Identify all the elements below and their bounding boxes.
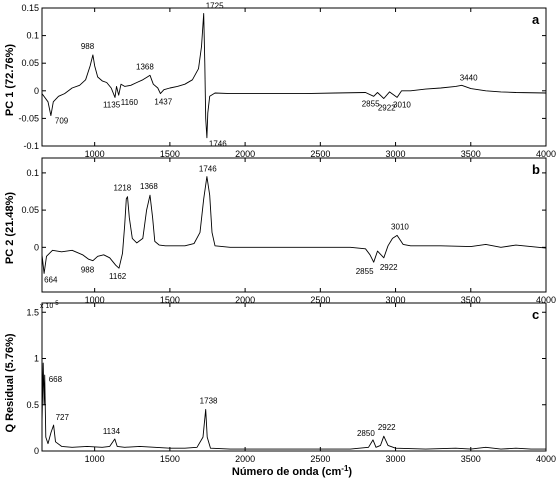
x-tick-label: 2000: [235, 149, 255, 159]
plot-frame-b: [41, 157, 547, 293]
peak-label-1134: 1134: [103, 427, 121, 436]
panel-c: 1000 1500 2000 2500 3000 3500 4000 0 0.5 1 1.5 668 7…: [26, 302, 556, 464]
y-exponent-power: -5: [53, 301, 59, 307]
y-tick-label: 0.1: [26, 168, 39, 178]
peak-label-2922: 2922: [378, 104, 396, 113]
panel-b: 1000 1500 2000 2500 3000 3500 4000 0 0.05 0.1 664 9…: [21, 157, 556, 305]
peak-label-1738: 1738: [200, 396, 218, 405]
peak-label-1368: 1368: [136, 62, 154, 71]
y-tick-label: -0.1: [23, 141, 39, 151]
y-tick-label: 0.05: [21, 58, 39, 68]
peak-label-668: 668: [49, 375, 63, 384]
peak-label-1746: 1746: [199, 165, 217, 174]
xlabel-main: Número de onda (cm: [232, 466, 342, 478]
series-line-a: [41, 13, 547, 139]
x-tick-label: 1000: [85, 149, 105, 159]
peak-label-1160: 1160: [121, 98, 139, 107]
y-tick-label: 0.15: [21, 3, 39, 13]
peak-label-1368: 1368: [140, 182, 158, 191]
peak-label-2855: 2855: [356, 267, 374, 276]
y-tick-label: 0.5: [26, 400, 39, 410]
peak-label-1162: 1162: [109, 272, 127, 281]
peak-label-1135: 1135: [103, 100, 121, 109]
y-tick-label: 0: [34, 446, 39, 456]
x-tick-label: 2500: [310, 295, 330, 305]
peak-label-3010: 3010: [393, 100, 411, 109]
peak-label-727: 727: [56, 413, 70, 422]
peak-label-2855: 2855: [362, 99, 380, 108]
x-tick-label: 2500: [310, 454, 330, 464]
peak-label-1437: 1437: [154, 98, 172, 107]
xlabel-sup: -1: [341, 464, 349, 473]
y-tick-label: 0.05: [21, 205, 39, 215]
panel-a: 1000 1500 2000 2500 3000 3500 4000 -0.1 -0.05 0 0.…: [18, 2, 556, 159]
ylabel-b: PC 2 (21.48%): [4, 192, 16, 264]
peak-label-1725: 1725: [206, 2, 224, 11]
x-tick-label: 4000: [536, 454, 556, 464]
xlabel: Número de onda (cm-1): [232, 464, 353, 478]
y-exponent-c: x 10-5: [40, 301, 59, 310]
y-tick-label: 0.1: [26, 31, 39, 41]
y-tick-label: 1: [34, 354, 39, 364]
y-tick-label: 0: [34, 86, 39, 96]
peak-label-2922: 2922: [378, 423, 396, 432]
x-tick-label: 1500: [160, 295, 180, 305]
peak-label-3440: 3440: [460, 73, 478, 82]
peak-label-988: 988: [81, 266, 95, 275]
peak-label-988: 988: [81, 42, 95, 51]
y-tick-label: -0.05: [18, 113, 39, 123]
x-tick-label: 3000: [386, 149, 406, 159]
x-tick-label: 2000: [235, 295, 255, 305]
x-tick-label: 3500: [461, 295, 481, 305]
ylabel-a: PC 1 (72.76%): [4, 44, 16, 116]
peak-label-1746: 1746: [209, 140, 227, 149]
y-tick-label: 1.5: [26, 307, 39, 317]
peak-label-2922: 2922: [380, 263, 398, 272]
panel-label-b: b: [532, 162, 540, 177]
panel-label-c: c: [532, 307, 539, 322]
x-tick-label: 3500: [461, 149, 481, 159]
peak-label-3010: 3010: [391, 222, 409, 231]
peak-label-664: 664: [44, 275, 58, 284]
plot-frame-c: [41, 302, 547, 452]
x-tick-label: 1500: [160, 454, 180, 464]
series-line-b: [41, 176, 547, 274]
x-tick-label: 2500: [310, 149, 330, 159]
xlabel-end: ): [348, 466, 352, 478]
x-tick-label: 1500: [160, 149, 180, 159]
ylabel-c: Q Residual (5.76%): [4, 333, 16, 432]
x-tick-label: 4000: [536, 295, 556, 305]
x-tick-label: 1000: [85, 295, 105, 305]
x-tick-label: 2000: [235, 454, 255, 464]
x-tick-label: 3000: [386, 454, 406, 464]
x-tick-label: 3500: [461, 454, 481, 464]
peak-label-2850: 2850: [357, 429, 375, 438]
plot-frame-a: [41, 7, 547, 147]
peak-label-1218: 1218: [113, 184, 131, 193]
x-tick-label: 3000: [386, 295, 406, 305]
series-line-c: [41, 362, 546, 450]
peak-label-709: 709: [55, 117, 69, 126]
panels: 1000 1500 2000 2500 3000 3500 4000 -0.1 -0.05 0 0.…: [18, 2, 556, 464]
x-tick-label: 4000: [536, 149, 556, 159]
y-exponent-base: x 10: [40, 303, 53, 310]
x-tick-label: 1000: [85, 454, 105, 464]
y-tick-label: 0: [34, 242, 39, 252]
panel-label-a: a: [532, 12, 540, 27]
